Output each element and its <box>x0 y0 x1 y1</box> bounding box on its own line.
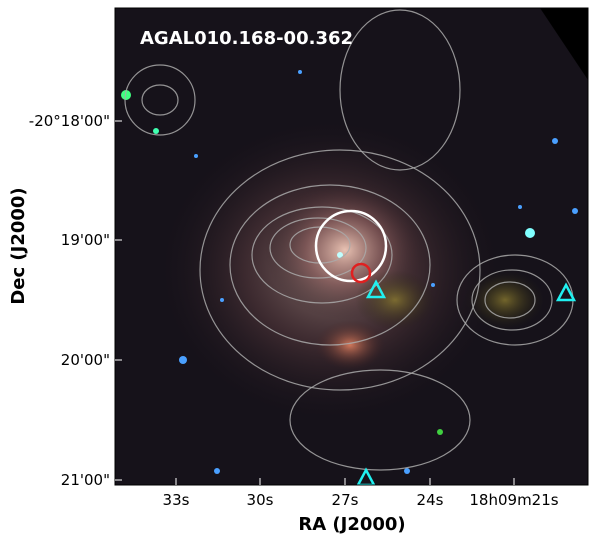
source-marker <box>350 262 372 284</box>
y-tick-label: 20'00" <box>61 351 110 369</box>
triangle-markers <box>356 279 577 485</box>
contours <box>124 9 574 471</box>
x-tick-label: 24s <box>417 491 444 509</box>
sky-image <box>115 8 588 485</box>
beam-circle <box>314 209 388 283</box>
y-tick-label: 19'00" <box>61 231 110 249</box>
y-tick-label: -20°18'00" <box>29 112 110 130</box>
x-tick-label: 27s <box>332 491 359 509</box>
title: AGAL010.168-00.362 <box>140 28 353 49</box>
x-tick-label: 33s <box>163 491 190 509</box>
y-axis-label: Dec (J2000) <box>8 187 29 304</box>
x-tick-label: 30s <box>247 491 274 509</box>
y-tick-label: 21'00" <box>61 471 110 489</box>
x-tick-label: 18h09m21s <box>469 491 558 509</box>
x-axis-label: RA (J2000) <box>298 514 405 535</box>
